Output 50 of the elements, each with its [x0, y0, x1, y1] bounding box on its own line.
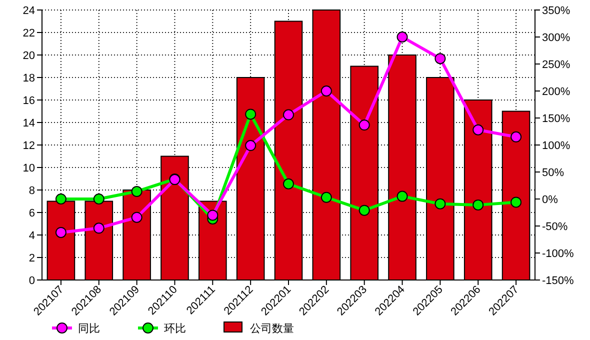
point	[55, 226, 66, 238]
y2-tick-label: 50%	[542, 167, 564, 179]
y2-tick-label: -150%	[542, 275, 574, 287]
point	[472, 199, 484, 210]
point	[434, 53, 446, 64]
y-tick-label: 12	[22, 140, 35, 152]
y2-tick-label: -100%	[542, 248, 574, 260]
point	[93, 222, 104, 234]
point	[245, 108, 256, 120]
y-tick-label: 4	[28, 230, 35, 242]
point	[358, 120, 370, 131]
point	[207, 210, 218, 221]
point	[396, 190, 408, 202]
y2-tick-label: 350%	[542, 5, 570, 17]
point	[510, 131, 522, 142]
y2-tick-label: 150%	[542, 113, 570, 125]
point	[358, 204, 370, 216]
legend-label: 公司数量	[250, 323, 294, 335]
y-tick-label: 16	[22, 95, 35, 107]
y2-tick-label: 0%	[542, 194, 558, 206]
y-tick-label: 22	[22, 28, 35, 40]
y2-tick-label: 250%	[542, 59, 570, 71]
point	[131, 212, 142, 223]
legend-label: 同比	[78, 322, 100, 335]
y-tick-label: 24	[22, 5, 35, 17]
y2-tick-label: 100%	[542, 140, 570, 152]
y2-tick-label: 200%	[542, 86, 570, 98]
y-tick-label: 6	[28, 208, 35, 220]
y-tick-label: 8	[28, 185, 35, 197]
point	[131, 186, 142, 197]
point	[55, 194, 66, 204]
point	[283, 109, 294, 120]
y-tick-label: 14	[22, 118, 35, 130]
y-tick-label: 18	[22, 72, 35, 84]
point	[245, 140, 256, 152]
point	[472, 124, 484, 136]
point	[434, 198, 446, 210]
y-tick-label: 10	[22, 162, 35, 174]
point	[320, 86, 332, 96]
point	[320, 192, 332, 203]
point	[510, 196, 522, 208]
point	[283, 178, 294, 190]
point	[396, 32, 408, 42]
y2-tick-label: 300%	[542, 32, 570, 44]
y-tick-label: 20	[22, 50, 35, 62]
y2-tick-label: -50%	[542, 221, 568, 233]
legend-label: 环比	[164, 322, 186, 335]
point	[93, 194, 104, 204]
y-tick-label: 2	[28, 252, 35, 264]
y-tick-label: 0	[28, 275, 35, 287]
